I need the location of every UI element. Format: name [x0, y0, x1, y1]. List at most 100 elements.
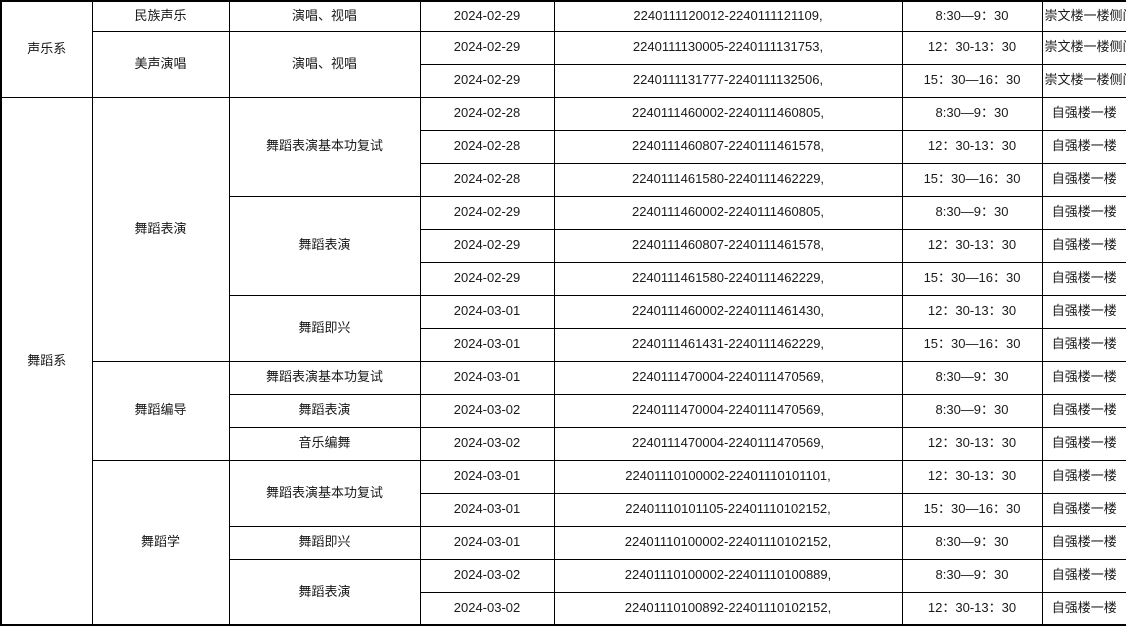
table-row: 舞蹈表演 2024-02-29 2240111460002-2240111460…: [1, 195, 1126, 296]
table-row: 声乐系 民族声乐 演唱、视唱 2024-02-29 2240111120012-…: [0, 0, 1126, 98]
content-cell: 舞蹈即兴: [228, 525, 421, 560]
location-cell: 自强楼一楼: [1041, 360, 1126, 395]
id-range-cell: 2240111130005-2240111131753,: [553, 30, 903, 65]
id-range-cell: 2240111460002-2240111461430,: [553, 294, 903, 329]
location-cell: 自强楼一楼: [1041, 327, 1126, 362]
id-range-cell: 2240111461580-2240111462229,: [553, 162, 903, 197]
date-cell: 2024-02-29: [419, 195, 555, 230]
table-row: 2024-02-29 2240111461580-2240111462229, …: [1, 261, 1126, 296]
id-range-cell: 22401110100002-22401110101101,: [553, 459, 903, 494]
date-cell: 2024-02-29: [419, 30, 555, 65]
department-cell: 舞蹈系: [0, 96, 93, 626]
time-cell: 8:30—9：30: [901, 96, 1043, 131]
content-cell: 舞蹈表演: [228, 195, 421, 296]
table-row: 2024-03-01 22401110101105-22401110102152…: [1, 492, 1126, 527]
time-cell: 12：30-13：30: [901, 294, 1043, 329]
location-cell: 自强楼一楼: [1041, 426, 1126, 461]
time-cell: 8:30—9：30: [901, 393, 1043, 428]
id-range-cell: 22401110100892-22401110102152,: [553, 591, 903, 626]
id-range-cell: 2240111461580-2240111462229,: [553, 261, 903, 296]
location-cell: 自强楼一楼: [1041, 591, 1126, 626]
table-row: 2024-03-01 2240111461431-2240111462229, …: [1, 327, 1126, 362]
date-cell: 2024-03-02: [419, 591, 555, 626]
content-cell: 舞蹈即兴: [228, 294, 421, 362]
content-cell: 演唱、视唱: [228, 0, 421, 32]
content-cell: 舞蹈表演基本功复试: [228, 96, 421, 197]
date-cell: 2024-02-28: [419, 96, 555, 131]
date-cell: 2024-03-01: [419, 294, 555, 329]
location-cell: 自强楼一楼: [1041, 261, 1126, 296]
location-cell: 自强楼一楼: [1041, 195, 1126, 230]
id-range-cell: 2240111470004-2240111470569,: [553, 360, 903, 395]
time-cell: 12：30-13：30: [901, 129, 1043, 164]
id-range-cell: 22401110101105-22401110102152,: [553, 492, 903, 527]
content-cell: 舞蹈表演: [228, 393, 421, 428]
id-range-cell: 2240111460002-2240111460805,: [553, 195, 903, 230]
location-cell: 崇文楼一楼侧门: [1041, 0, 1126, 32]
major-cell: 美声演唱: [91, 30, 230, 98]
time-cell: 8:30—9：30: [901, 558, 1043, 593]
date-cell: 2024-03-02: [419, 558, 555, 593]
major-cell: 舞蹈编导: [91, 360, 230, 461]
time-cell: 12：30-13：30: [901, 426, 1043, 461]
date-cell: 2024-03-01: [419, 525, 555, 560]
content-cell: 舞蹈表演基本功复试: [228, 360, 421, 395]
time-cell: 15：30—16：30: [901, 63, 1043, 98]
content-cell: 音乐编舞: [228, 426, 421, 461]
date-cell: 2024-02-29: [419, 261, 555, 296]
id-range-cell: 2240111460807-2240111461578,: [553, 228, 903, 263]
location-cell: 自强楼一楼: [1041, 459, 1126, 494]
time-cell: 15：30—16：30: [901, 162, 1043, 197]
location-cell: 自强楼一楼: [1041, 393, 1126, 428]
time-cell: 12：30-13：30: [901, 30, 1043, 65]
major-cell: 舞蹈表演: [91, 96, 230, 362]
table-row: 音乐编舞 2024-03-02 2240111470004-2240111470…: [1, 426, 1126, 461]
time-cell: 15：30—16：30: [901, 492, 1043, 527]
table-row: 舞蹈编导 舞蹈表演基本功复试 2024-03-01 2240111470004-…: [1, 360, 1126, 461]
id-range-cell: 22401110100002-22401110102152,: [553, 525, 903, 560]
date-cell: 2024-03-01: [419, 459, 555, 494]
table-row: 舞蹈表演 2024-03-02 2240111470004-2240111470…: [1, 393, 1126, 428]
id-range-cell: 2240111120012-2240111121109,: [553, 0, 903, 32]
id-range-cell: 2240111460002-2240111460805,: [553, 96, 903, 131]
department-cell: 声乐系: [0, 0, 93, 98]
major-cell: 民族声乐: [91, 0, 230, 32]
content-cell: 演唱、视唱: [228, 30, 421, 98]
time-cell: 8:30—9：30: [901, 360, 1043, 395]
date-cell: 2024-02-29: [419, 0, 555, 32]
id-range-cell: 22401110100002-22401110100889,: [553, 558, 903, 593]
id-range-cell: 2240111470004-2240111470569,: [553, 426, 903, 461]
time-cell: 12：30-13：30: [901, 228, 1043, 263]
date-cell: 2024-02-28: [419, 162, 555, 197]
time-cell: 12：30-13：30: [901, 591, 1043, 626]
content-cell: 舞蹈表演: [228, 558, 421, 626]
location-cell: 自强楼一楼: [1041, 96, 1126, 131]
time-cell: 15：30—16：30: [901, 327, 1043, 362]
table-row: 舞蹈即兴 2024-03-01 22401110100002-224011101…: [1, 525, 1126, 560]
location-cell: 自强楼一楼: [1041, 294, 1126, 329]
date-cell: 2024-03-01: [419, 492, 555, 527]
table-row: 美声演唱 演唱、视唱 2024-02-29 2240111130005-2240…: [1, 30, 1126, 98]
location-cell: 崇文楼一楼侧门: [1041, 30, 1126, 65]
location-cell: 自强楼一楼: [1041, 558, 1126, 593]
major-cell: 舞蹈学: [91, 459, 230, 626]
time-cell: 8:30—9：30: [901, 195, 1043, 230]
table-row: 2024-02-29 2240111131777-2240111132506, …: [1, 63, 1126, 98]
table-row: 舞蹈系 舞蹈表演 舞蹈表演基本功复试 2024-02-28 2240111460…: [0, 96, 1126, 626]
location-cell: 崇文楼一楼侧门: [1041, 63, 1126, 98]
time-cell: 12：30-13：30: [901, 459, 1043, 494]
id-range-cell: 2240111460807-2240111461578,: [553, 129, 903, 164]
time-cell: 15：30—16：30: [901, 261, 1043, 296]
location-cell: 自强楼一楼: [1041, 492, 1126, 527]
id-range-cell: 2240111461431-2240111462229,: [553, 327, 903, 362]
date-cell: 2024-02-28: [419, 129, 555, 164]
table-row: 2024-03-02 22401110100892-22401110102152…: [1, 591, 1126, 626]
time-cell: 8:30—9：30: [901, 525, 1043, 560]
time-cell: 8:30—9：30: [901, 0, 1043, 32]
date-cell: 2024-03-02: [419, 426, 555, 461]
date-cell: 2024-03-01: [419, 327, 555, 362]
date-cell: 2024-02-29: [419, 228, 555, 263]
location-cell: 自强楼一楼: [1041, 228, 1126, 263]
table-row: 舞蹈学 舞蹈表演基本功复试 2024-03-01 22401110100002-…: [1, 459, 1126, 626]
